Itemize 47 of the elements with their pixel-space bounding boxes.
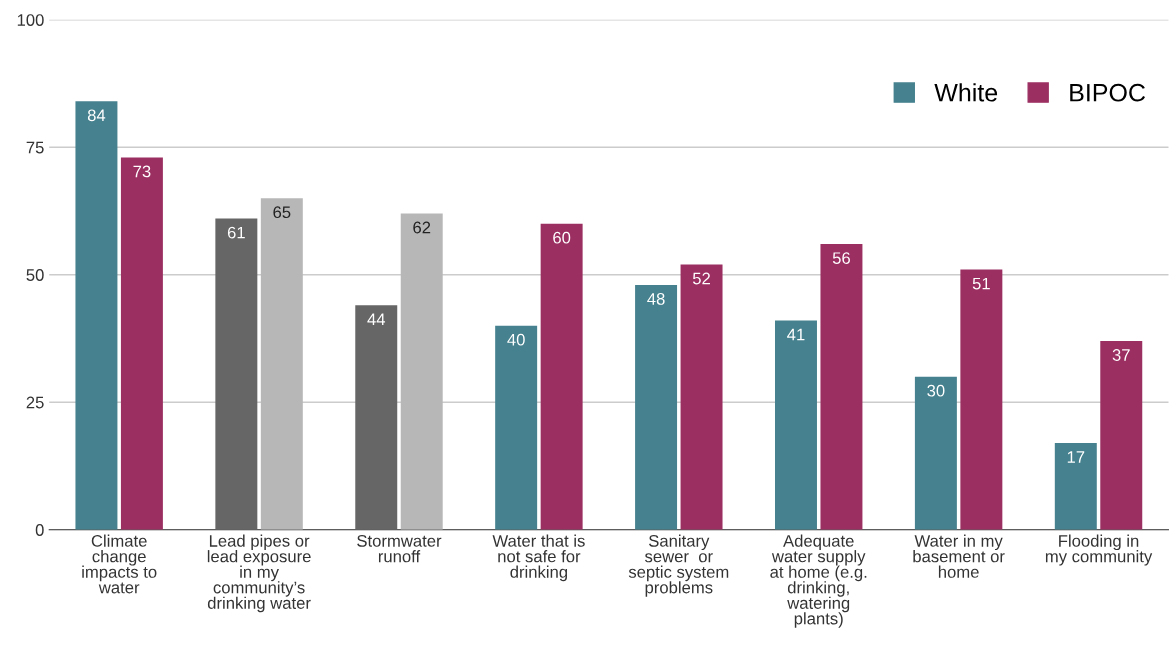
- x-tick-label: Lead pipes or lead exposure in my community’s drinking water: [207, 534, 311, 613]
- data-label: 30: [927, 384, 945, 397]
- data-label: 48: [647, 293, 665, 305]
- data-label: 44: [367, 313, 386, 326]
- bar: [120, 157, 163, 530]
- data-label: 62: [413, 221, 431, 234]
- bar: [820, 244, 863, 530]
- bar: [215, 218, 258, 530]
- data-label: 40: [507, 333, 525, 346]
- data-label: 65: [273, 206, 291, 219]
- data-label: 84: [87, 109, 106, 122]
- x-tick-label: Climate change impacts to water: [82, 534, 157, 594]
- y-tick-label: 75: [26, 141, 44, 154]
- bar: [75, 101, 118, 530]
- x-tick-label: Stormwater runoff: [357, 534, 442, 563]
- bar: [355, 305, 398, 530]
- legend-label: White: [934, 83, 998, 102]
- x-tick-label: Sanitary sewer or septic system problems: [628, 534, 729, 597]
- data-label: 52: [692, 272, 710, 285]
- bar: [960, 269, 1003, 530]
- data-label: 17: [1067, 451, 1085, 463]
- x-tick-label: Adequate water supply at home (e.g. drinking, watering plants): [770, 534, 867, 628]
- y-tick-label: 100: [17, 14, 44, 26]
- data-label: 41: [787, 328, 805, 341]
- bar: [774, 320, 817, 530]
- bar: [914, 376, 957, 530]
- bar: [540, 223, 583, 530]
- bar: [1100, 341, 1143, 530]
- data-label: 73: [133, 165, 151, 178]
- y-tick-label: 50: [26, 269, 44, 281]
- bar: [1054, 443, 1097, 530]
- y-tick-label: 25: [26, 396, 44, 409]
- y-tick-label: 0: [35, 524, 44, 536]
- legend-label: BIPOC: [1070, 83, 1146, 102]
- x-tick-label: Water that is not safe for drinking: [492, 534, 585, 582]
- bar: [400, 213, 443, 530]
- data-label: 60: [553, 231, 571, 244]
- data-label: 37: [1112, 349, 1130, 361]
- data-label: 56: [832, 252, 850, 265]
- bar: [495, 325, 538, 530]
- bar: [635, 284, 678, 530]
- data-label: 51: [972, 277, 990, 290]
- bar: [260, 198, 303, 530]
- bar: [680, 264, 723, 530]
- x-tick-label: Flooding in my community: [1045, 534, 1153, 566]
- data-label: 61: [227, 226, 245, 239]
- x-tick-label: Water in my basement or home: [913, 534, 1005, 578]
